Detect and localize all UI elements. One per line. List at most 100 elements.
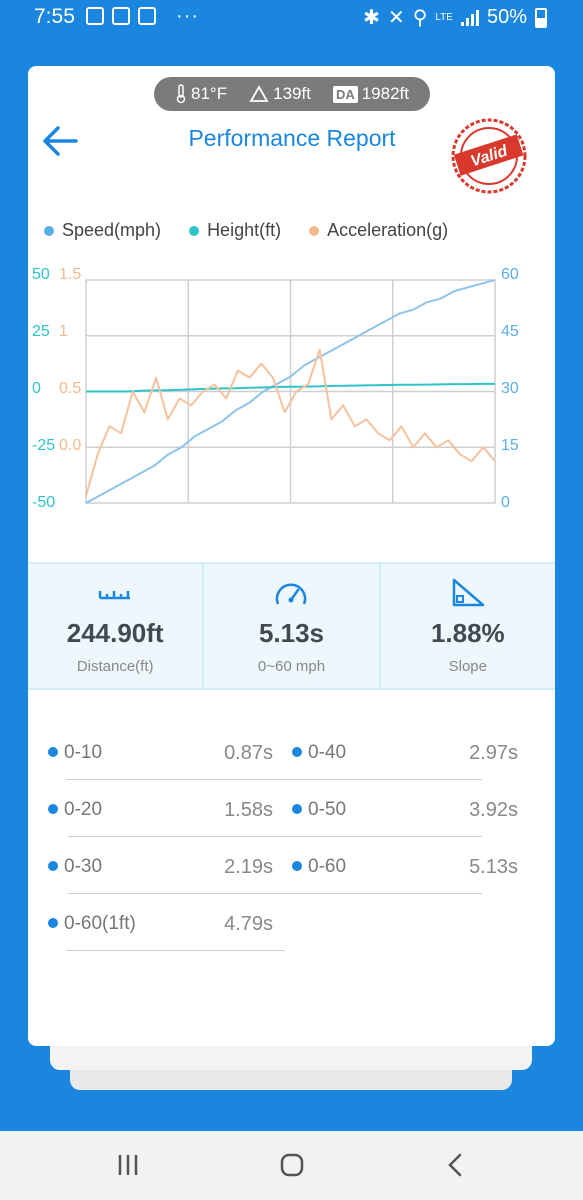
bullet-icon xyxy=(292,804,302,814)
split-value: 4.79s xyxy=(224,913,273,935)
legend-dot xyxy=(189,225,200,236)
da-badge: DA xyxy=(332,85,358,103)
performance-chart: 50 25 0 -25 -50 1.5 1 0.5 0.0 60 45 30 15 0 xyxy=(32,266,519,511)
zero-to-sixty-value: 5.13s xyxy=(258,618,325,648)
split-label: 0-20 xyxy=(64,799,103,820)
list-item: 0-60(1ft) 4.79s xyxy=(48,899,285,951)
tick-label-acceleration: 0.0 xyxy=(59,437,81,454)
distance-value: 244.90ft xyxy=(66,618,164,648)
legend-acceleration[interactable]: Acceleration(g) xyxy=(309,220,448,241)
list-item: 0-30 2.19s xyxy=(48,842,273,882)
stat-slope: 1.88% Slope xyxy=(378,564,555,688)
stat-distance: 244.90ft Distance(ft) xyxy=(28,564,202,688)
status-bar: 7:55 ··· ✱ ✕ ⚲ LTE 50% xyxy=(0,0,583,36)
environment-pill: 81°F 139ft DA 1982ft xyxy=(154,77,430,111)
slope-label: Slope xyxy=(448,658,487,675)
density-altitude-value: 1982ft xyxy=(361,84,409,103)
tick-label-speed: 60 xyxy=(501,266,519,283)
legend-dot xyxy=(44,225,54,236)
list-item: 0-40 2.97s xyxy=(68,728,518,780)
altitude-value: 139ft xyxy=(273,84,311,103)
ruler-icon xyxy=(98,591,131,600)
slope-icon xyxy=(452,578,485,607)
legend-height[interactable]: Height(ft) xyxy=(189,220,281,241)
legend-label: Height(ft) xyxy=(207,220,282,240)
status-time: 7:55 xyxy=(34,5,75,28)
split-value: 5.13s xyxy=(469,856,518,878)
split-label: 0-30 xyxy=(64,856,103,877)
bullet-icon xyxy=(292,747,302,757)
altitude-item: 139ft xyxy=(249,84,311,104)
navigation-bar xyxy=(0,1131,583,1200)
tick-label-height: 0 xyxy=(32,380,41,397)
network-type: LTE xyxy=(435,11,453,23)
split-value: 0.87s xyxy=(224,742,273,764)
tick-label-speed: 15 xyxy=(501,437,519,454)
bullet-icon xyxy=(48,804,58,814)
split-label: 0-50 xyxy=(308,799,347,820)
acceleration-series-line xyxy=(85,348,496,497)
report-card xyxy=(28,66,555,1046)
bluetooth-icon: ✱ xyxy=(363,7,380,29)
location-icon: ⚲ xyxy=(412,7,428,29)
divider xyxy=(68,893,482,894)
tick-label-acceleration: 1.5 xyxy=(59,266,81,283)
split-value: 3.92s xyxy=(469,799,518,821)
split-value: 1.58s xyxy=(224,799,273,821)
bullet-icon xyxy=(48,747,58,757)
notification-icons: ··· xyxy=(86,5,199,27)
list-item: 0-60 5.13s xyxy=(68,842,518,894)
mountain-icon xyxy=(249,85,269,102)
system-icons: ✱ ✕ ⚲ LTE 50% xyxy=(363,5,547,30)
maps-icon xyxy=(112,7,130,25)
thermometer-icon xyxy=(176,84,186,104)
chart-legend: Speed(mph) Height(ft) Acceleration(g) xyxy=(44,220,448,241)
density-altitude-item: DA 1982ft xyxy=(332,84,409,104)
split-label: 0-60 xyxy=(308,856,347,877)
tick-label-height: -50 xyxy=(32,494,55,511)
speed-series-line xyxy=(85,279,496,504)
split-value: 2.19s xyxy=(224,856,273,878)
bullet-icon xyxy=(292,861,302,871)
legend-speed[interactable]: Speed(mph) xyxy=(44,220,161,241)
zero-to-sixty-label: 0~60 mph xyxy=(257,658,326,675)
battery-icon xyxy=(535,7,547,28)
divider xyxy=(66,950,285,951)
divider xyxy=(68,836,482,837)
tick-label-speed: 0 xyxy=(501,494,510,511)
page-title: Performance Report xyxy=(188,125,396,151)
split-label: 0-60(1ft) xyxy=(64,913,136,934)
recent-apps-icon[interactable] xyxy=(108,1149,148,1181)
list-item: 0-10 0.87s xyxy=(48,728,273,780)
tick-label-height: 50 xyxy=(32,266,50,283)
notification-icon xyxy=(86,7,104,25)
stat-zero-to-sixty: 5.13s 0~60 mph xyxy=(202,564,378,688)
more-notifications: ··· xyxy=(176,5,199,27)
divider xyxy=(68,779,482,780)
distance-label: Distance(ft) xyxy=(76,658,154,675)
tick-label-speed: 45 xyxy=(501,323,519,340)
stats-panel: 244.90ft Distance(ft) 5.13s 0~60 mph 1.8… xyxy=(28,562,555,690)
back-nav-icon[interactable] xyxy=(436,1149,476,1181)
valid-stamp: Valid xyxy=(451,118,527,194)
home-icon[interactable] xyxy=(272,1149,312,1181)
slope-value: 1.88% xyxy=(430,618,505,648)
legend-label: Acceleration(g) xyxy=(327,220,449,240)
tick-label-speed: 30 xyxy=(501,380,519,397)
split-value: 2.97s xyxy=(469,742,518,764)
list-item: 0-20 1.58s xyxy=(48,785,273,825)
bullet-icon xyxy=(48,861,58,871)
temperature-value: 81°F xyxy=(191,84,228,103)
battery-level: 50% xyxy=(486,6,527,28)
image-icon xyxy=(138,7,156,25)
tick-label-height: 25 xyxy=(32,323,50,340)
mute-icon: ✕ xyxy=(387,7,405,29)
legend-dot xyxy=(309,225,320,236)
signal-icon xyxy=(460,9,479,26)
split-label: 0-10 xyxy=(64,742,103,763)
list-item: 0-50 3.92s xyxy=(68,785,518,837)
legend-label: Speed(mph) xyxy=(62,220,162,240)
back-arrow-icon[interactable] xyxy=(40,124,80,158)
tick-label-height: -25 xyxy=(32,437,55,454)
bullet-icon xyxy=(48,918,58,928)
